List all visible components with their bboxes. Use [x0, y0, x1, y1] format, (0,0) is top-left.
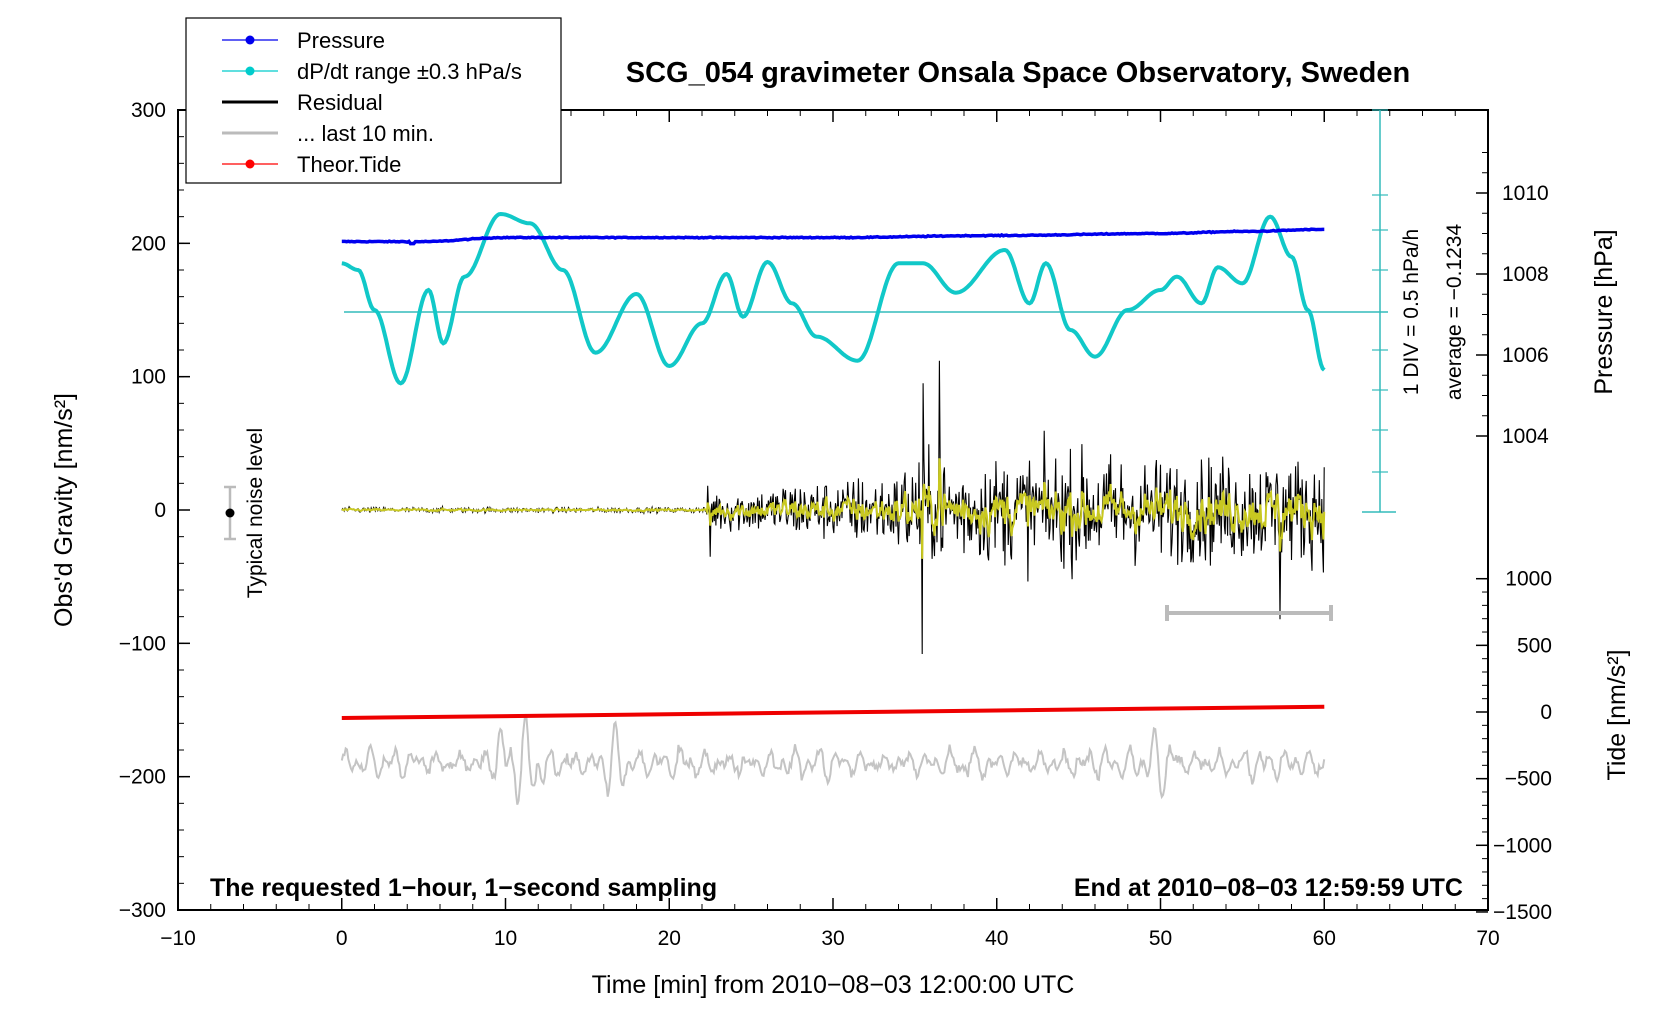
pressure-line [341, 227, 1325, 246]
y-axis-title-left: Obs'd Gravity [nm/s²] [50, 393, 78, 627]
y-axis-title-tide: Tide [nm/s²] [1603, 649, 1631, 780]
y-axis-left: 300 200 100 0 −100 −200 −300 [119, 99, 190, 922]
x-tick-label: −10 [160, 927, 196, 950]
x-tick-label: 10 [494, 927, 517, 950]
y-tick-label: 300 [131, 99, 166, 122]
theor-tide-line [341, 704, 1325, 720]
chart-title: SCG_054 gravimeter Onsala Space Observat… [626, 57, 1410, 89]
x-tick-label: 30 [821, 927, 844, 950]
legend: Pressure dP/dt range ±0.3 hPa/s Residual..… [185, 17, 562, 184]
legend-marker [245, 35, 255, 45]
tide-tick-label: −1500 [1493, 901, 1552, 924]
x-tick-label: 50 [1149, 927, 1172, 950]
tide-tick-label: 0 [1540, 701, 1552, 724]
legend-label: ... last 10 min. [297, 121, 434, 146]
legend-label: Theor.Tide [297, 152, 401, 177]
dpdt-line [341, 211, 1326, 386]
y-tick-label: −200 [119, 766, 166, 789]
last-10-min-line [340, 713, 1326, 805]
y-tick-label: 200 [131, 232, 166, 255]
tide-tick-label: −1000 [1493, 834, 1552, 857]
noise-level-label: Typical noise level [244, 428, 267, 598]
x-tick-label: 60 [1313, 927, 1336, 950]
end-time-note: End at 2010−08−03 12:59:59 UTC [1074, 874, 1463, 902]
legend-marker [245, 159, 255, 169]
pressure-tick-label: 1008 [1502, 263, 1549, 286]
pressure-tick-label: 1006 [1502, 344, 1549, 367]
tide-tick-label: 500 [1517, 634, 1552, 657]
y-tick-label: −300 [119, 899, 166, 922]
legend-label: dP/dt range ±0.3 hPa/s [297, 59, 522, 84]
x-axis: −10 0 10 20 30 40 50 60 70 [160, 110, 1500, 950]
x-axis-title: Time [min] from 2010−08−03 12:00:00 UTC [592, 971, 1075, 999]
y-tick-label: −100 [119, 632, 166, 655]
x-tick-label: 70 [1476, 927, 1499, 950]
pressure-tick-label: 1010 [1502, 182, 1549, 205]
dpdt-scale-bar [1362, 109, 1396, 513]
average-label: average = −0.1234 [1443, 224, 1466, 401]
noise-level-marker [224, 485, 236, 541]
y-tick-label: 100 [131, 366, 166, 389]
div-label: 1 DIV = 0.5 hPa/h [1400, 229, 1423, 395]
last-10-min-bracket [1165, 605, 1333, 621]
sampling-note: The requested 1−hour, 1−second sampling [210, 874, 717, 902]
y-axis-pressure: 1010 1008 1006 1004 [1476, 152, 1549, 448]
tide-tick-label: 1000 [1505, 568, 1552, 591]
tide-tick-label: −500 [1505, 768, 1552, 791]
pressure-tick-label: 1004 [1502, 425, 1549, 448]
x-tick-label: 0 [336, 927, 348, 950]
residual-smoothed-line [341, 458, 1326, 559]
legend-label: Pressure [297, 28, 385, 53]
legend-marker [245, 66, 255, 76]
y-axis-title-pressure: Pressure [hPa] [1590, 229, 1618, 394]
x-tick-label: 20 [658, 927, 681, 950]
x-tick-label: 40 [985, 927, 1008, 950]
y-tick-label: 0 [154, 499, 166, 522]
y-axis-tide: 1000 500 0 −500 −1000 −1500 [1476, 568, 1552, 924]
legend-label: Residual [297, 90, 383, 115]
